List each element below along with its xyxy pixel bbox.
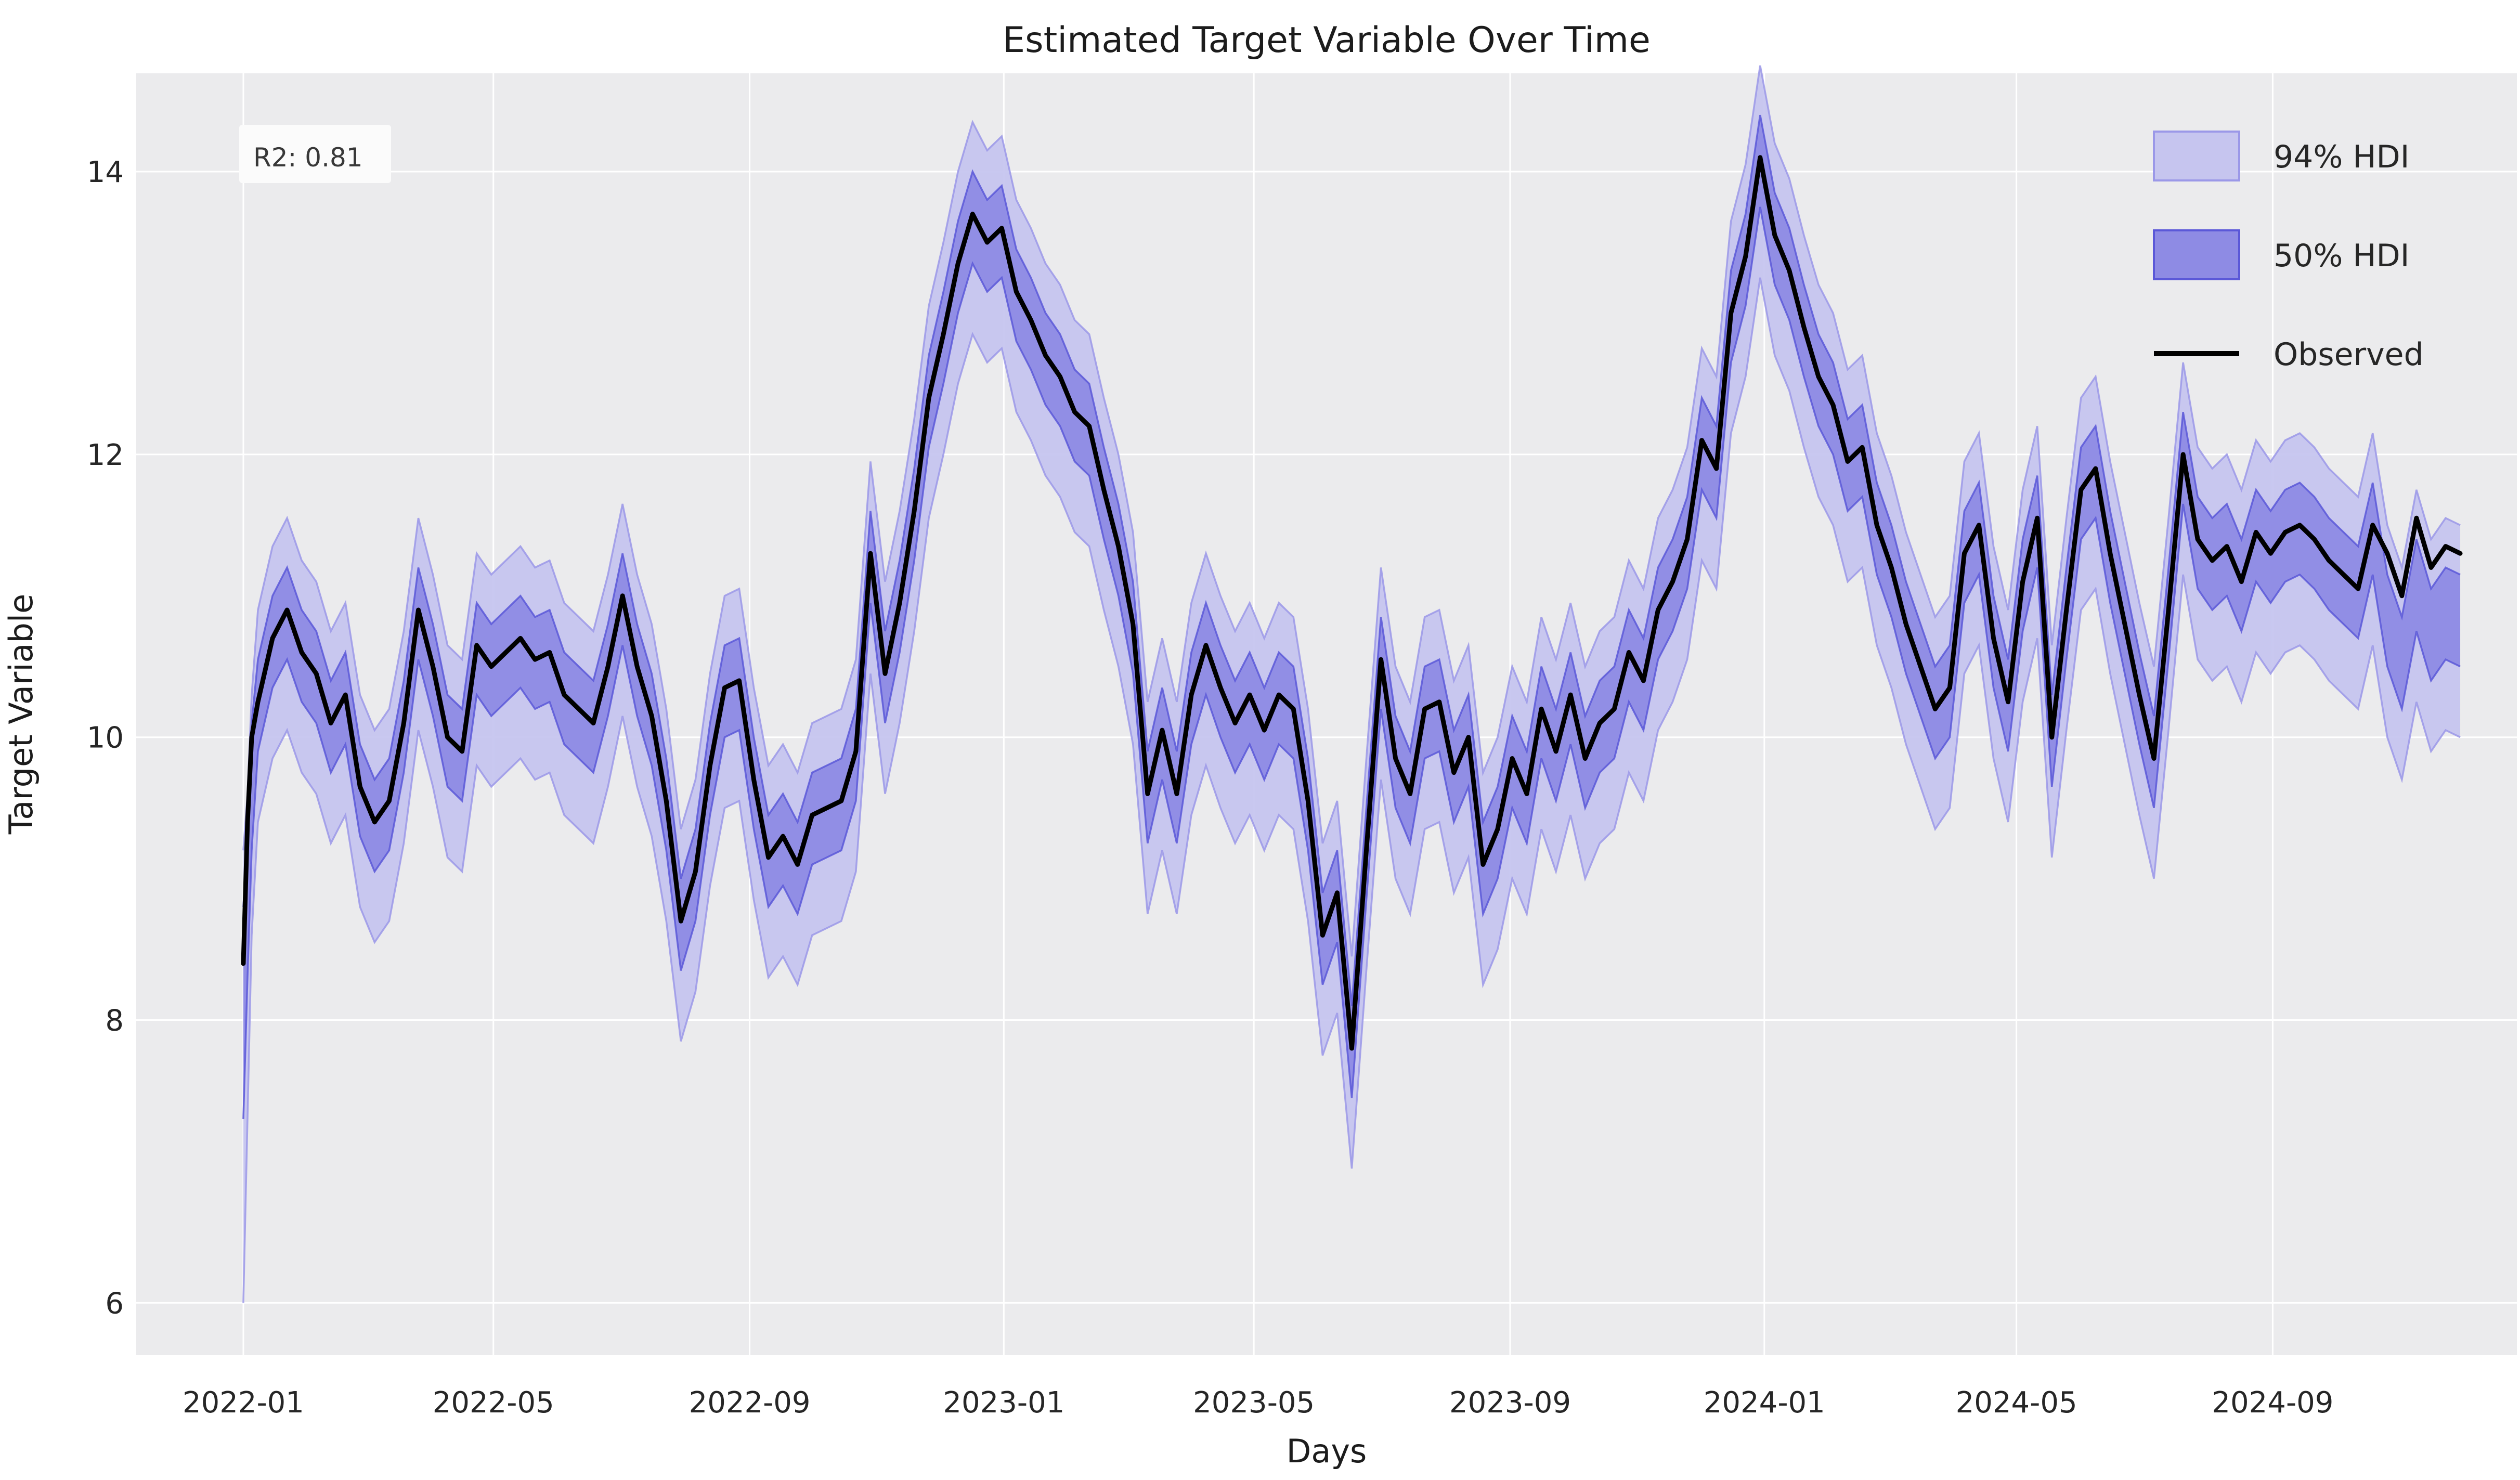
chart-title: Estimated Target Variable Over Time (1003, 20, 1651, 61)
hdi50-lower-edge (242, 206, 2461, 1119)
x-tick-label: 2023-09 (1449, 1386, 1571, 1420)
x-axis-label: Days (1287, 1432, 1367, 1470)
x-tick-label: 2024-05 (1956, 1386, 2077, 1420)
legend-label-observed: Observed (2274, 336, 2424, 373)
legend-swatch-50-hdi (2153, 229, 2240, 280)
y-tick-label: 10 (87, 721, 124, 755)
y-tick-label: 8 (105, 1004, 124, 1038)
x-tick-label: 2022-09 (689, 1386, 811, 1420)
x-tick-label: 2022-01 (183, 1386, 304, 1420)
legend: 94% HDI 50% HDI Observed (2153, 131, 2424, 373)
legend-label-50-hdi: 50% HDI (2274, 238, 2409, 274)
hdi94-upper-edge (242, 65, 2461, 957)
hdi50-band (243, 115, 2461, 1119)
x-tick-label: 2023-05 (1193, 1386, 1315, 1420)
y-tick-label: 6 (105, 1287, 124, 1320)
legend-label-94-hdi: 94% HDI (2274, 139, 2409, 175)
x-tick-label: 2022-05 (433, 1386, 554, 1420)
r2-annotation: R2: 0.81 (239, 125, 391, 183)
r2-annotation-text: R2: 0.81 (253, 142, 363, 173)
y-tick-label: 12 (87, 438, 124, 472)
y-tick-labels: 6 8 10 12 14 (87, 155, 124, 1320)
x-tick-labels: 2022-01 2022-05 2022-09 2023-01 2023-05 2023-… (183, 1386, 2333, 1420)
observed-line (241, 155, 2463, 1051)
x-tick-label: 2023-01 (943, 1386, 1064, 1420)
legend-swatch-94-hdi (2153, 131, 2240, 181)
hdi50-upper-edge (242, 114, 2461, 1006)
hdi94-lower-edge (242, 277, 2461, 1303)
x-tick-label: 2024-01 (1704, 1386, 1825, 1420)
x-tick-label: 2024-09 (2212, 1386, 2333, 1420)
y-tick-label: 14 (87, 155, 124, 189)
r2-annotation-box (239, 125, 391, 183)
y-axis-label: Target Variable (2, 594, 40, 835)
hdi-bands (242, 65, 2461, 1303)
